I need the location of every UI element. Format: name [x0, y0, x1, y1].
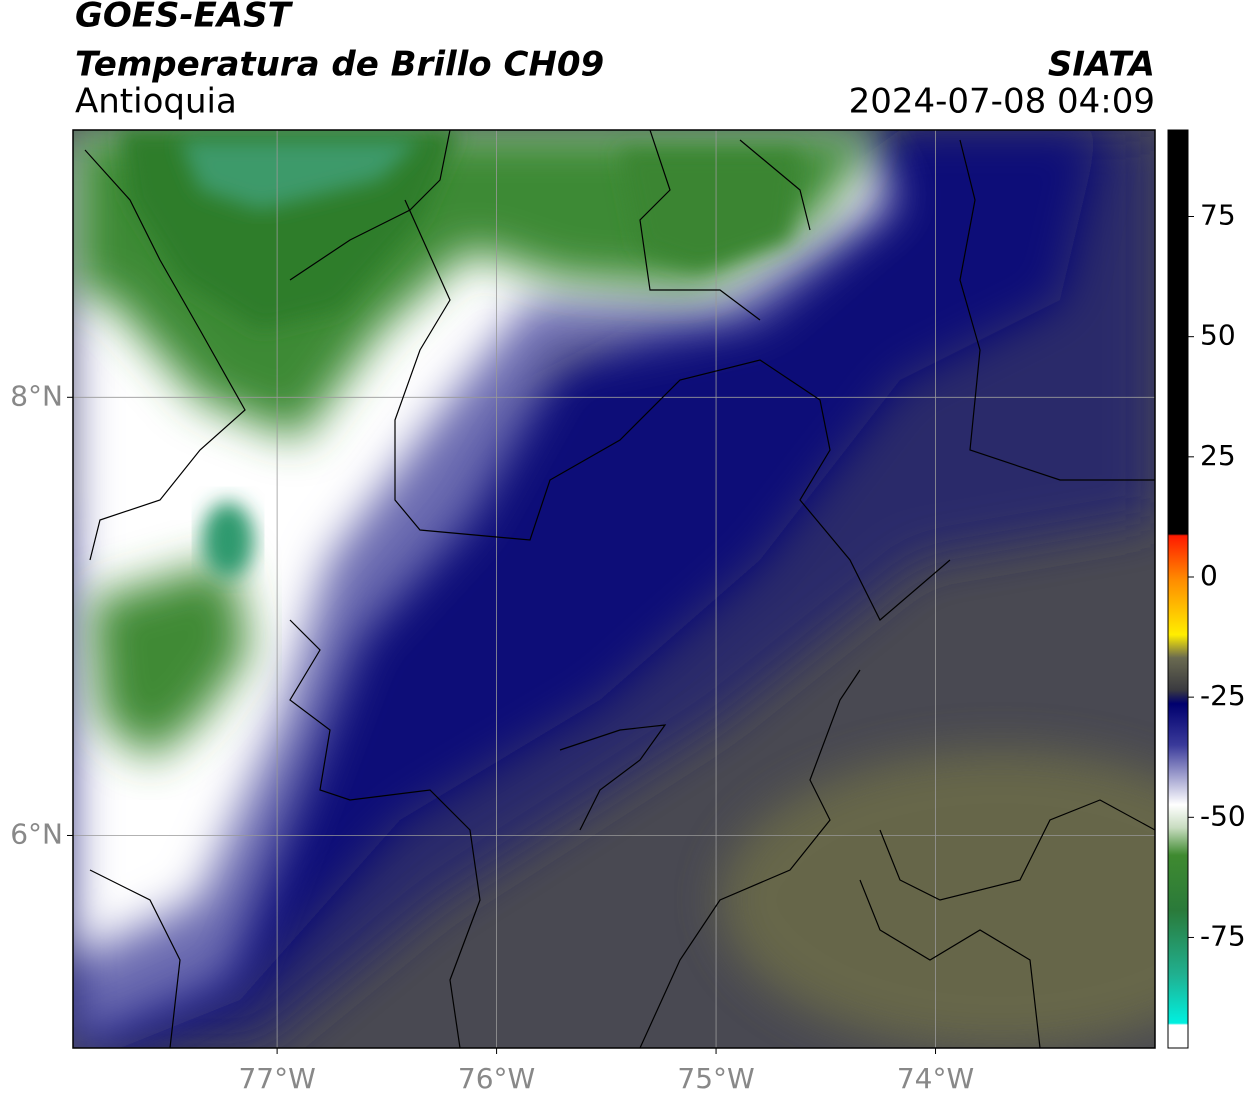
satellite-image [73, 130, 1155, 1048]
y-tick-label: 8°N [10, 379, 63, 412]
colorbar-tick-label: 75 [1200, 199, 1236, 232]
border [84, 149, 246, 561]
source: SIATA [1048, 45, 1155, 85]
border [639, 669, 861, 1048]
colorbar-tick-label: -25 [1200, 679, 1246, 712]
colorbar-tick-label: 0 [1200, 559, 1218, 592]
x-tick-label: 74°W [897, 1062, 974, 1095]
border [394, 199, 951, 621]
border [639, 130, 761, 321]
axes: 77°W 76°W 75°W 74°W 8°N 6°N 75 50 25 0 -25 -50 -75 [10, 199, 1246, 1095]
border [859, 879, 1041, 1048]
border [559, 724, 667, 831]
x-tick-label: 75°W [677, 1062, 754, 1095]
colorbar-tick-label: 25 [1200, 439, 1236, 472]
y-tick-label: 6°N [10, 817, 63, 850]
colorbar-tick-label: -50 [1200, 799, 1246, 832]
colorbar-tick-label: 50 [1200, 319, 1236, 352]
subtitle: Temperatura de Brillo CH09 [75, 45, 604, 85]
border [879, 799, 1155, 901]
border [739, 139, 811, 231]
colorbar [1167, 129, 1189, 1049]
map-frame [72, 129, 1156, 1049]
border [959, 139, 1155, 481]
x-tick-label: 77°W [238, 1062, 315, 1095]
border [89, 869, 181, 1048]
borders [84, 130, 1155, 1048]
region: Antioquia [75, 82, 237, 122]
title: GOES-EAST [75, 0, 294, 36]
colorbar-tick-label: -75 [1200, 919, 1246, 952]
border [289, 619, 481, 1048]
x-tick-label: 76°W [458, 1062, 535, 1095]
grid [73, 130, 1155, 1048]
datetime: 2024-07-08 04:09 [849, 82, 1155, 122]
